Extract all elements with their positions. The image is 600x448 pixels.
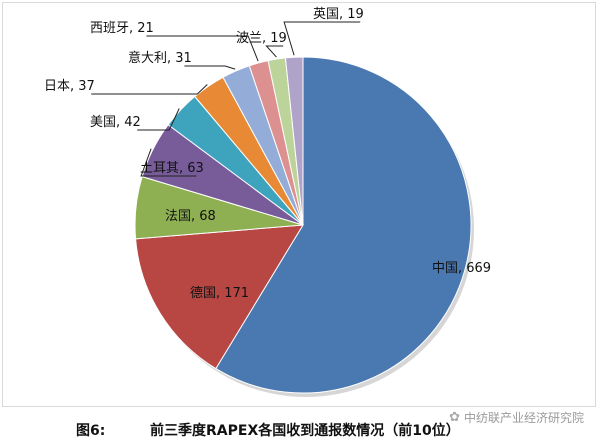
data-label: 波兰, 19 [236,31,287,46]
pie-slice [135,224,304,370]
wechat-icon: ✿ [449,410,460,425]
pie-slice [284,56,304,226]
pie-chart: 中国, 669 德国, 171 法国, 68 土耳其, 63 美国, 42 日本, 37 意… [44,7,491,397]
caption-text: 前三季度RAPEX各国收到通报数情况（前10位） [150,423,460,439]
watermark-text: 中纺联产业经济研究院 [463,411,584,425]
data-label: 中国, 669 [432,261,491,276]
leader-line [146,35,259,62]
data-label: 德国, 171 [190,286,249,301]
leader-line [184,65,236,70]
data-label: 意大利, 31 [128,50,192,66]
data-label: 西班牙, 21 [90,21,154,36]
leader-line [283,21,361,56]
caption-label: 图6: [76,423,106,439]
data-label: 英国, 19 [313,7,364,22]
leader-line [265,45,284,58]
watermark: ✿ 中纺联产业经济研究院 [449,409,584,426]
leader-line [140,148,197,177]
data-label: 美国, 42 [90,115,141,130]
data-label: 土耳其, 63 [140,161,204,176]
leader-line [137,108,180,131]
pie-slice [215,56,472,394]
leader-line [91,84,208,95]
data-label: 日本, 37 [44,79,95,94]
data-label: 法国, 68 [165,209,216,224]
